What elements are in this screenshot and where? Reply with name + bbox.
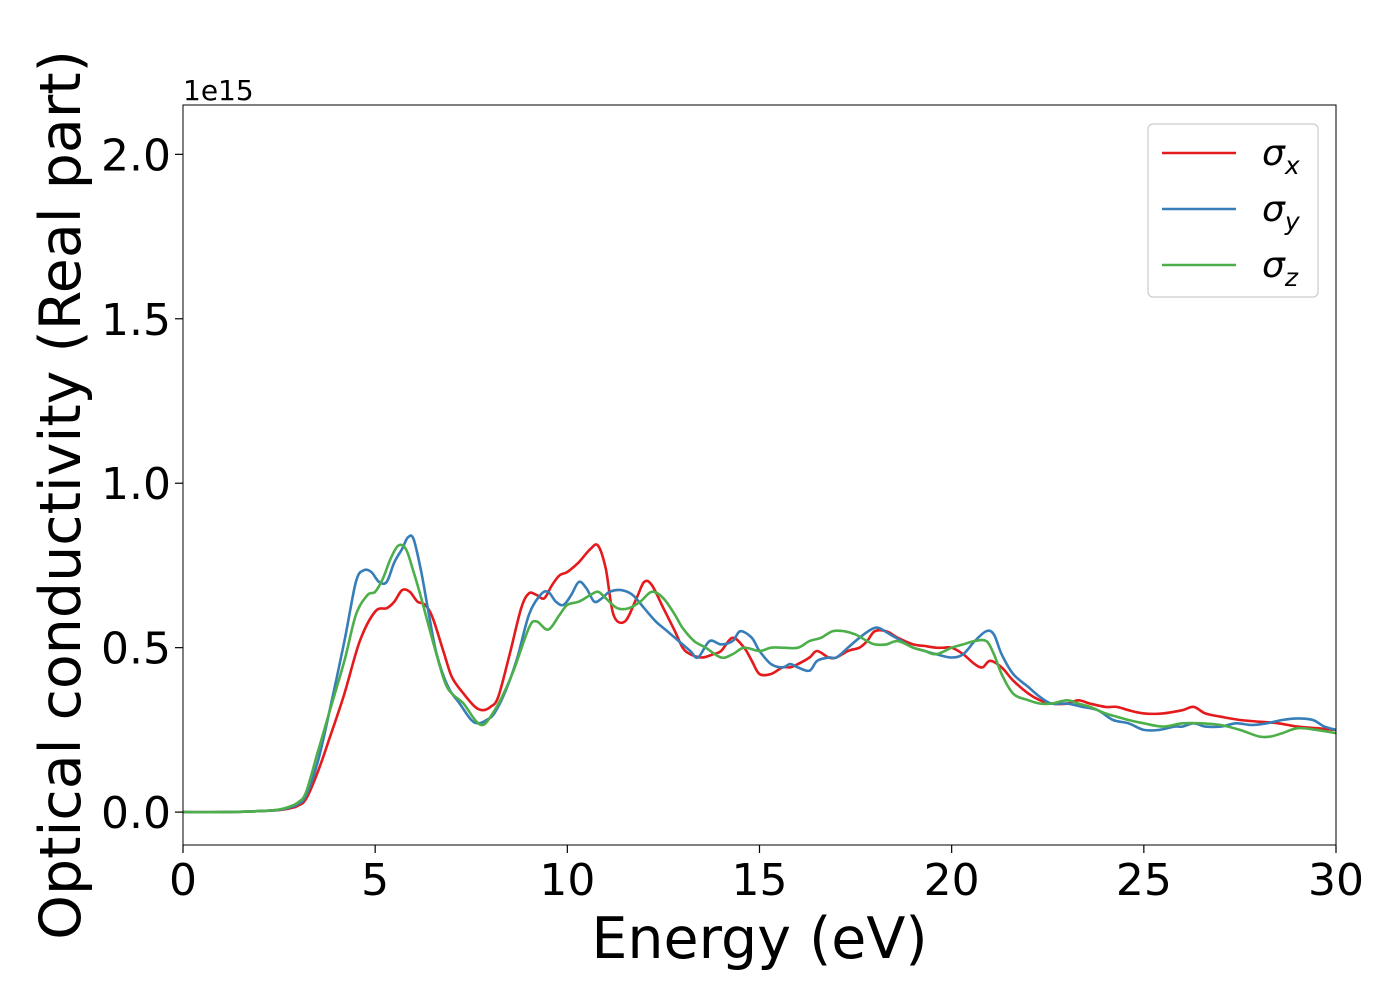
legend-item-x: σx — [1162, 133, 1300, 180]
x-tick-label: 0 — [169, 855, 197, 906]
legend-item-y: σy — [1162, 189, 1301, 236]
y-tick-label: 0.0 — [101, 788, 171, 839]
y-tick-label: 1.5 — [101, 295, 171, 346]
x-tick-label: 10 — [539, 855, 595, 906]
legend: σx σy σz — [1147, 123, 1319, 298]
x-tick-label: 15 — [732, 855, 788, 906]
y-tick-label: 1.0 — [101, 459, 171, 510]
legend-label: σx — [1262, 133, 1300, 180]
legend-label: σz — [1262, 245, 1299, 292]
y-axis: 0.0 0.5 1.0 1.5 2.0 — [101, 130, 183, 839]
y-offset-text: 1e15 — [183, 74, 254, 107]
x-tick-label: 20 — [924, 855, 980, 906]
series-line-z — [183, 543, 1336, 814]
legend-box — [1147, 123, 1319, 298]
x-tick-label: 5 — [361, 855, 389, 906]
x-tick-label: 25 — [1116, 855, 1172, 906]
x-axis-label: Energy (eV) — [591, 906, 927, 972]
legend-item-z: σz — [1162, 245, 1299, 292]
y-tick-label: 2.0 — [101, 130, 171, 181]
y-axis-label: Optical conductivity (Real part) — [28, 50, 94, 940]
legend-label: σy — [1262, 189, 1301, 236]
x-axis: 0 5 10 15 20 25 30 — [169, 845, 1364, 906]
x-tick-label: 30 — [1308, 855, 1364, 906]
series-layer — [183, 534, 1336, 814]
y-tick-label: 0.5 — [101, 624, 171, 675]
